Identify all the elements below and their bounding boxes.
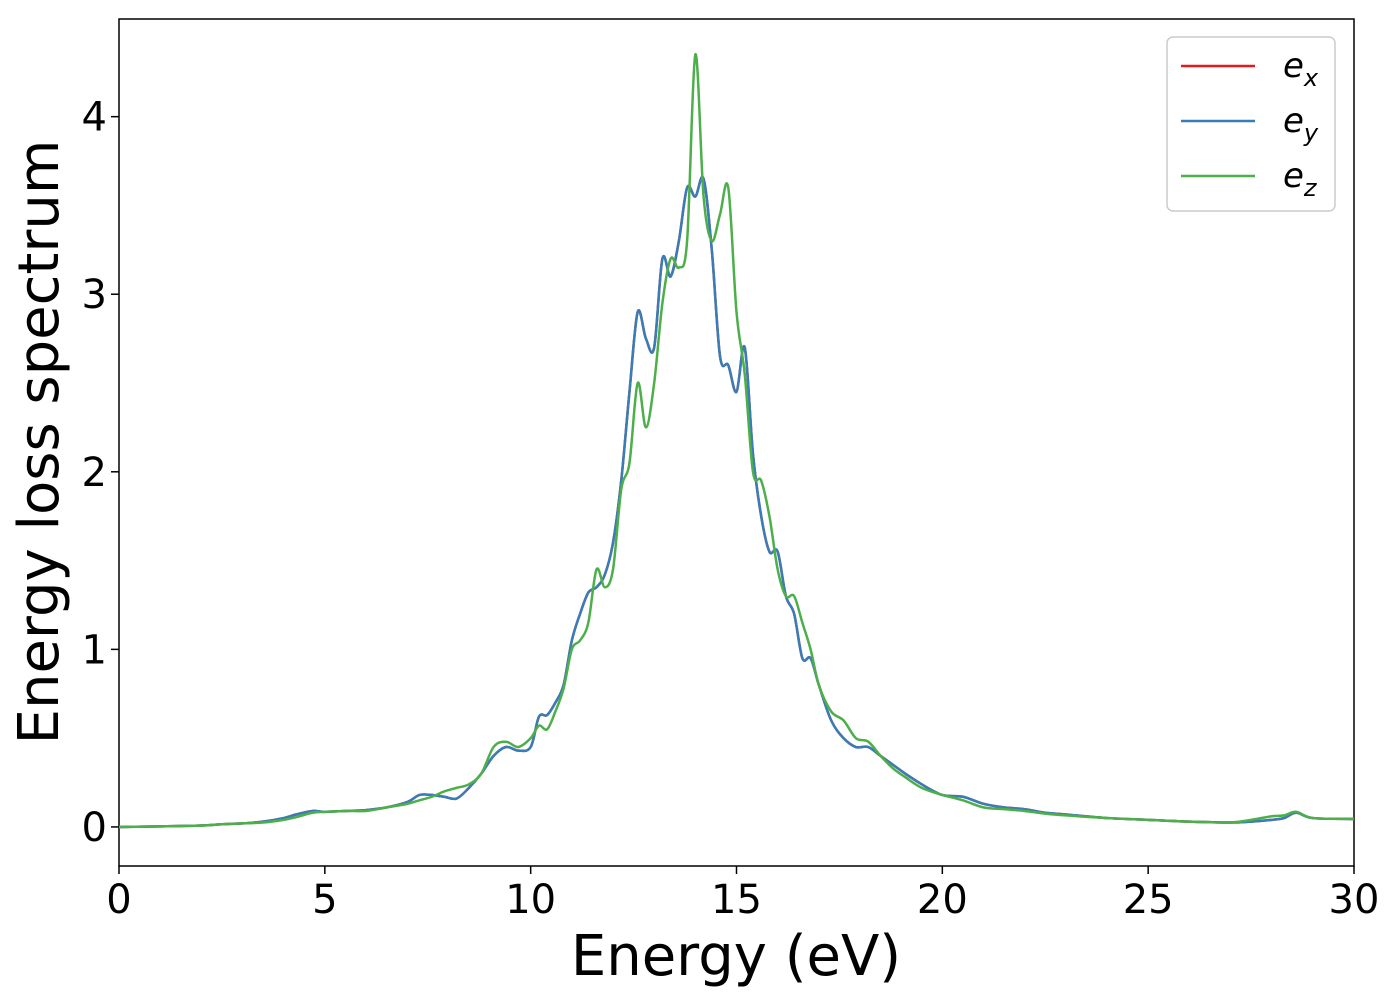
legend-box bbox=[1166, 36, 1336, 212]
legend-label-base: e bbox=[1283, 156, 1304, 196]
series-line-e-x bbox=[118, 175, 1355, 829]
series-line-e-z bbox=[118, 53, 1355, 829]
legend-label-subscript: y bbox=[1303, 119, 1319, 147]
legend-label-e-z: ez bbox=[1283, 156, 1318, 202]
legend-label-base: e bbox=[1283, 101, 1304, 141]
y-tick-label: 3 bbox=[82, 272, 107, 318]
legend-label-e-y: ey bbox=[1283, 101, 1319, 147]
x-tick-label: 30 bbox=[1329, 877, 1380, 923]
y-tick-label: 2 bbox=[82, 450, 107, 496]
y-tick-label: 1 bbox=[82, 627, 107, 673]
series-line-e-y bbox=[118, 175, 1355, 829]
ticks: 0 5 10 15 20 25 30 0 1 2 3 4 bbox=[82, 95, 1380, 923]
y-tick-label: 0 bbox=[82, 805, 107, 851]
x-tick-label: 5 bbox=[312, 877, 337, 923]
legend-label-subscript: x bbox=[1303, 64, 1319, 92]
y-tick-label: 4 bbox=[82, 95, 107, 141]
legend-label-base: e bbox=[1283, 46, 1304, 86]
x-tick-label: 20 bbox=[917, 877, 968, 923]
series-lines bbox=[118, 53, 1355, 829]
x-tick-label: 25 bbox=[1123, 877, 1174, 923]
legend-label-subscript: z bbox=[1303, 174, 1318, 202]
x-tick-label: 15 bbox=[711, 877, 762, 923]
legend-label-e-x: ex bbox=[1283, 46, 1319, 92]
y-axis-label: Energy loss spectrum bbox=[7, 140, 72, 745]
x-tick-label: 10 bbox=[505, 877, 556, 923]
x-tick-label: 0 bbox=[106, 877, 131, 923]
x-axis-label: Energy (eV) bbox=[571, 924, 901, 989]
